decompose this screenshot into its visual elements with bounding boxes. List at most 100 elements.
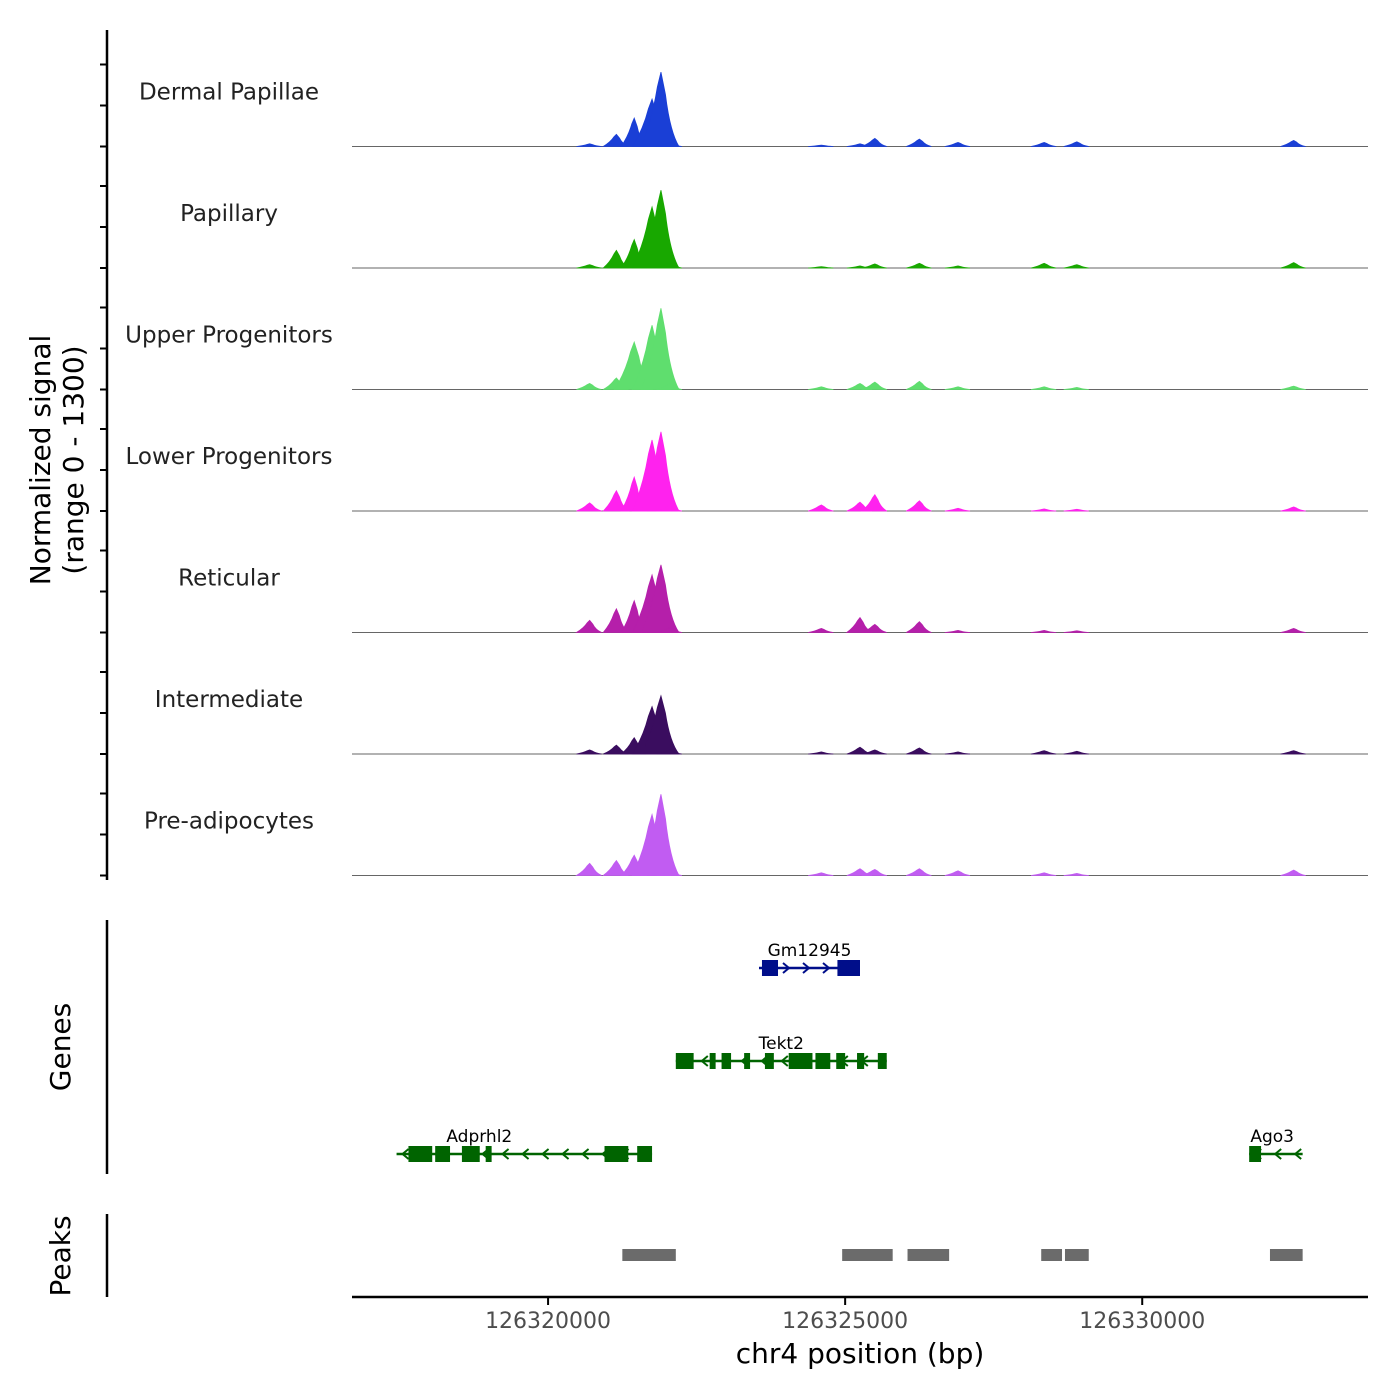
signal-peak bbox=[576, 264, 602, 269]
strand-arrow bbox=[760, 1055, 769, 1067]
signal-peak bbox=[1030, 386, 1057, 390]
signal-peak bbox=[906, 747, 932, 755]
signal-peak bbox=[576, 382, 602, 390]
gene-exon bbox=[408, 1146, 433, 1162]
strand-arrow bbox=[1253, 1148, 1262, 1160]
peak-region bbox=[907, 1249, 950, 1261]
gene-exon bbox=[721, 1053, 732, 1069]
signal-peak bbox=[944, 630, 971, 633]
signal-peak bbox=[906, 500, 932, 512]
signal-peak bbox=[906, 868, 932, 876]
signal-peak bbox=[1030, 750, 1057, 755]
strand-arrow bbox=[1293, 1148, 1302, 1160]
gene-label: Adprhl2 bbox=[446, 1127, 512, 1147]
track-label: Dermal Papillae bbox=[139, 80, 319, 106]
signal-peak bbox=[575, 619, 602, 633]
gene-exon bbox=[485, 1146, 492, 1162]
signal-peak bbox=[656, 749, 682, 755]
strand-arrow bbox=[420, 1148, 430, 1160]
signal-peak bbox=[944, 142, 971, 147]
strand-arrow bbox=[840, 1055, 849, 1067]
peak-region bbox=[1041, 1249, 1063, 1261]
track-label: Reticular bbox=[178, 566, 280, 592]
signal-peak bbox=[1280, 385, 1306, 390]
peak-region bbox=[1064, 1249, 1089, 1261]
gene-label: Gm12945 bbox=[768, 941, 852, 961]
signal-peak bbox=[861, 868, 887, 876]
signal-peak bbox=[640, 190, 680, 269]
signal-peak bbox=[1063, 264, 1089, 269]
y-axis-range: (range 0 - 1300) bbox=[57, 345, 90, 574]
signal-peak bbox=[640, 308, 680, 390]
signal-peak bbox=[575, 862, 602, 876]
signal-peak bbox=[1280, 262, 1306, 269]
genes-panel-title: Genes bbox=[44, 1003, 77, 1091]
signal-peak bbox=[944, 386, 971, 390]
signal-peak bbox=[1030, 630, 1057, 633]
x-tick-label: 126320000 bbox=[485, 1309, 611, 1334]
gene-exon bbox=[764, 1053, 774, 1069]
signal-peak bbox=[808, 144, 834, 147]
gene-exon bbox=[461, 1146, 480, 1162]
signal-peak bbox=[906, 621, 932, 633]
x-tick-label: 126330000 bbox=[1079, 1309, 1205, 1334]
signal-peak bbox=[861, 381, 887, 390]
signal-peak bbox=[656, 382, 682, 390]
strand-arrow bbox=[600, 1148, 610, 1160]
strand-arrow bbox=[440, 1148, 450, 1160]
signal-peak bbox=[640, 794, 680, 876]
signal-peak bbox=[808, 386, 834, 390]
signal-peak bbox=[1063, 873, 1089, 876]
signal-peak bbox=[1030, 872, 1057, 876]
signal-peak bbox=[808, 504, 834, 512]
signal-peak bbox=[576, 143, 602, 147]
signal-peak bbox=[1280, 869, 1306, 876]
strand-arrow bbox=[1273, 1148, 1282, 1160]
gene-label: Ago3 bbox=[1250, 1127, 1294, 1147]
signal-peak bbox=[906, 138, 932, 147]
signal-peak bbox=[906, 380, 932, 390]
gene-exon bbox=[709, 1053, 716, 1069]
gene-exon bbox=[637, 1146, 653, 1162]
signal-peak bbox=[656, 505, 682, 512]
signal-peak bbox=[1280, 628, 1306, 633]
signal-peak bbox=[656, 262, 682, 269]
strand-arrow bbox=[460, 1148, 470, 1160]
signal-peak bbox=[1063, 750, 1089, 755]
strand-arrow bbox=[400, 1148, 410, 1160]
signal-peak bbox=[640, 694, 680, 755]
signal-peak bbox=[861, 137, 887, 147]
peak-region bbox=[1269, 1249, 1303, 1261]
signal-peak bbox=[656, 142, 682, 147]
strand-arrow bbox=[680, 1055, 689, 1067]
strand-arrow bbox=[520, 1148, 530, 1160]
axis-titles: Normalized signal (range 0 - 1300) Genes… bbox=[24, 335, 984, 1370]
signal-peak bbox=[808, 872, 834, 876]
strand-arrow bbox=[540, 1148, 550, 1160]
signal-peak bbox=[906, 262, 932, 269]
gene-exon bbox=[744, 1053, 751, 1069]
strand-arrow bbox=[720, 1055, 729, 1067]
signal-peak bbox=[861, 263, 887, 269]
signal-peak bbox=[808, 266, 834, 269]
strand-arrow bbox=[700, 1055, 709, 1067]
signal-peak bbox=[1280, 139, 1306, 147]
peak-region bbox=[842, 1249, 893, 1261]
strand-arrow bbox=[802, 962, 811, 974]
genes-panel: Gm12945 Tekt2 Adprhl2 Ago3 bbox=[105, 920, 1303, 1174]
signal-peak bbox=[1063, 387, 1089, 390]
signal-peak bbox=[1280, 750, 1306, 755]
strand-arrow bbox=[480, 1148, 490, 1160]
signal-peak bbox=[1063, 630, 1089, 633]
signal-peak bbox=[1030, 142, 1057, 147]
strand-arrow bbox=[580, 1148, 590, 1160]
peaks-panel-title: Peaks bbox=[44, 1215, 77, 1296]
y-axis-title: Normalized signal bbox=[24, 335, 57, 586]
signal-peak bbox=[576, 502, 602, 512]
signal-peak bbox=[640, 71, 680, 147]
strand-arrow bbox=[620, 1148, 630, 1160]
signal-peak bbox=[860, 494, 888, 512]
signal-peak bbox=[808, 628, 834, 633]
signal-peak bbox=[944, 751, 971, 755]
signal-peak bbox=[944, 507, 971, 512]
